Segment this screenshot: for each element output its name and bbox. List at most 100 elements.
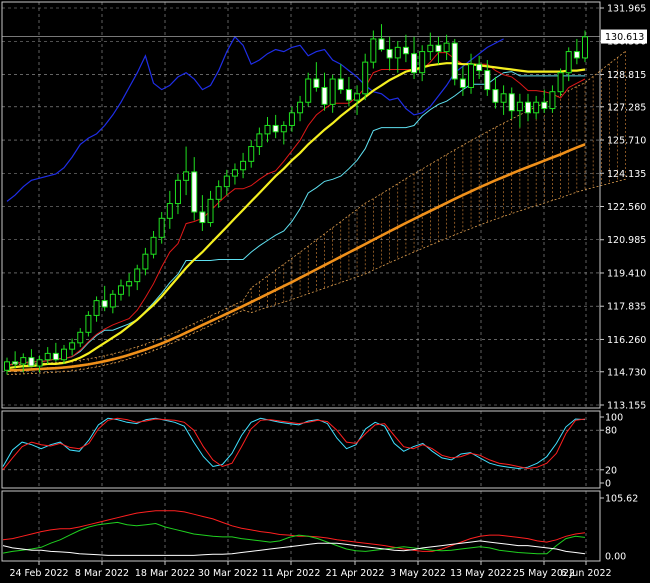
candle-body bbox=[354, 93, 361, 101]
x-tick-label: 21 Apr 2022 bbox=[326, 568, 385, 579]
axes bbox=[1, 1, 604, 565]
candle-body bbox=[134, 268, 141, 283]
candle-body bbox=[272, 124, 279, 133]
candle-body bbox=[582, 36, 588, 59]
y-tick-label: 114.730 bbox=[607, 367, 646, 378]
candle-body bbox=[459, 78, 466, 88]
candle-body bbox=[191, 171, 198, 213]
candle-body bbox=[77, 331, 84, 344]
cloud-span-a bbox=[7, 50, 626, 366]
y-tick-label: 124.135 bbox=[607, 169, 646, 180]
candle-body bbox=[313, 78, 320, 88]
candle-body bbox=[451, 42, 458, 80]
y-tick-label: 127.285 bbox=[607, 102, 646, 113]
x-tick-label: 24 Feb 2022 bbox=[9, 568, 68, 579]
candle-body bbox=[256, 133, 263, 148]
candle-body bbox=[427, 44, 434, 53]
y-tick-label: 116.260 bbox=[607, 335, 646, 346]
candle-body bbox=[288, 112, 295, 126]
candle-body bbox=[500, 93, 507, 103]
candle-body bbox=[321, 86, 328, 105]
candle-body bbox=[329, 78, 336, 105]
candle-body bbox=[36, 359, 43, 367]
candle-body bbox=[44, 352, 51, 361]
candle-body bbox=[93, 300, 100, 316]
candle-body bbox=[174, 179, 181, 205]
candle-body bbox=[150, 236, 157, 255]
candle-body bbox=[557, 72, 564, 93]
x-tick-label: 13 May 2022 bbox=[450, 568, 512, 579]
candles bbox=[4, 24, 588, 375]
candle-body bbox=[549, 91, 556, 110]
current-price-label: 130.613 bbox=[605, 32, 644, 43]
candle-body bbox=[12, 361, 19, 365]
conversion-line bbox=[6, 52, 586, 367]
x-tick-label: 18 Mar 2022 bbox=[135, 568, 195, 579]
candle-body bbox=[4, 361, 10, 371]
candle-body bbox=[378, 38, 385, 50]
candle-body bbox=[280, 124, 287, 133]
candle-body bbox=[231, 169, 238, 177]
candle-body bbox=[533, 101, 540, 114]
y-tick-label: 131.965 bbox=[607, 4, 646, 15]
candle-body bbox=[435, 44, 442, 53]
x-tick-label: 11 Apr 2022 bbox=[262, 568, 321, 579]
candle-body bbox=[183, 171, 190, 181]
panel-frame bbox=[1, 410, 601, 489]
y-tick-label: 122.560 bbox=[607, 202, 646, 213]
fast-moving-average bbox=[6, 62, 586, 370]
y-tick-label: 119.410 bbox=[607, 268, 646, 279]
candle-body bbox=[411, 53, 418, 74]
candle-body bbox=[215, 186, 222, 200]
candle-body bbox=[248, 146, 255, 162]
candle-body bbox=[20, 357, 27, 365]
indicator-lines bbox=[2, 35, 600, 372]
candle-body bbox=[297, 101, 304, 114]
candle-body bbox=[142, 253, 149, 270]
candle-body bbox=[443, 42, 450, 53]
x-tick-label: 3 May 2022 bbox=[390, 568, 446, 579]
y-tick-label: 113.155 bbox=[607, 401, 646, 412]
candle-body bbox=[386, 48, 393, 59]
candle-body bbox=[337, 78, 344, 91]
x-tick-label: 25 May 2022 bbox=[513, 568, 575, 579]
candle-body bbox=[126, 281, 133, 287]
stochastic-tick-label: 0 bbox=[605, 479, 611, 490]
candle-body bbox=[305, 78, 312, 103]
candle-body bbox=[264, 124, 271, 135]
slow-moving-average bbox=[7, 143, 586, 372]
candle-body bbox=[362, 61, 369, 95]
candle-body bbox=[508, 93, 515, 112]
candle-body bbox=[468, 63, 475, 88]
adx-tick-label: 105.62 bbox=[605, 494, 638, 505]
adx-line bbox=[2, 510, 586, 552]
candle-body bbox=[117, 285, 124, 295]
candle-body bbox=[419, 51, 426, 74]
adx-line bbox=[2, 521, 586, 555]
candle-body bbox=[492, 89, 499, 103]
x-tick-label: 30 Mar 2022 bbox=[198, 568, 258, 579]
stochastic-line bbox=[2, 417, 586, 470]
stochastic-tick-label: 20 bbox=[605, 465, 617, 476]
candle-body bbox=[207, 198, 214, 224]
y-tick-label: 120.985 bbox=[607, 235, 646, 246]
candle-body bbox=[85, 314, 92, 333]
candle-body bbox=[223, 175, 230, 188]
y-tick-label: 128.815 bbox=[607, 70, 646, 81]
current-price-badge bbox=[601, 29, 647, 44]
y-tick-label: 125.710 bbox=[607, 136, 646, 147]
stochastic-line bbox=[2, 417, 586, 471]
adx-line bbox=[2, 540, 586, 556]
candle-body bbox=[240, 160, 247, 171]
candle-body bbox=[402, 46, 409, 55]
panel-frame bbox=[1, 1, 601, 409]
candle-body bbox=[565, 51, 572, 74]
y-tick-label: 117.835 bbox=[607, 302, 646, 313]
candle-body bbox=[69, 342, 76, 350]
x-tick-label: 6 Jun 2022 bbox=[560, 568, 611, 579]
candle-body bbox=[525, 101, 532, 114]
lagging-span-line bbox=[6, 35, 504, 202]
x-tick-label: 8 Mar 2022 bbox=[75, 568, 129, 579]
axis-labels: 131.965130.390128.815127.285125.710124.1… bbox=[9, 4, 647, 579]
